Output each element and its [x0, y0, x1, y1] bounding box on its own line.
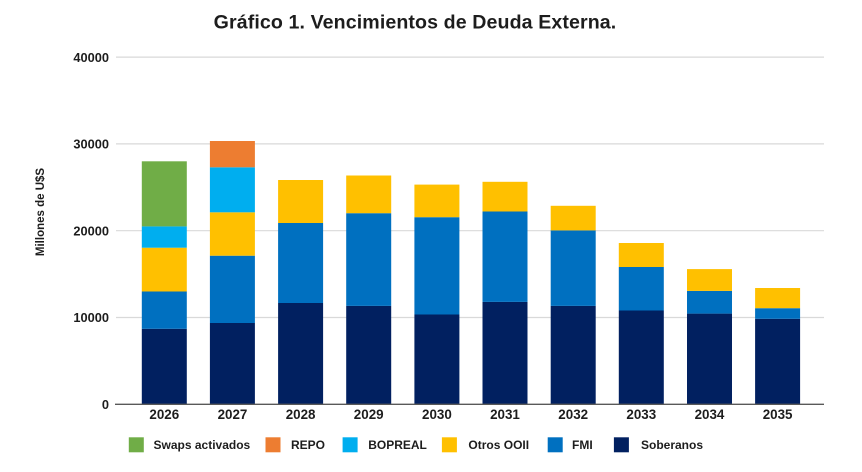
svg-text:2035: 2035 [763, 407, 793, 422]
svg-text:Soberanos: Soberanos [641, 438, 703, 452]
svg-text:2026: 2026 [149, 407, 179, 422]
svg-text:BOPREAL: BOPREAL [368, 438, 427, 452]
svg-text:2033: 2033 [626, 407, 656, 422]
svg-text:Otros OOII: Otros OOII [468, 438, 529, 452]
svg-text:Swaps activados: Swaps activados [154, 438, 251, 452]
svg-text:Gráfico 1. Vencimientos de Deu: Gráfico 1. Vencimientos de Deuda Externa… [214, 11, 617, 33]
svg-text:30000: 30000 [73, 137, 109, 152]
svg-text:2027: 2027 [218, 407, 248, 422]
svg-text:FMI: FMI [572, 438, 593, 452]
svg-text:2030: 2030 [422, 407, 452, 422]
svg-text:2029: 2029 [354, 407, 384, 422]
svg-text:0: 0 [102, 397, 109, 412]
svg-text:40000: 40000 [73, 50, 109, 65]
svg-text:2031: 2031 [490, 407, 520, 422]
svg-text:Millones de U$S: Millones de U$S [35, 168, 47, 257]
svg-text:2032: 2032 [558, 407, 588, 422]
svg-text:2034: 2034 [695, 407, 725, 422]
svg-text:10000: 10000 [73, 310, 109, 325]
svg-text:2028: 2028 [286, 407, 316, 422]
svg-text:REPO: REPO [291, 438, 325, 452]
svg-text:20000: 20000 [73, 223, 109, 238]
